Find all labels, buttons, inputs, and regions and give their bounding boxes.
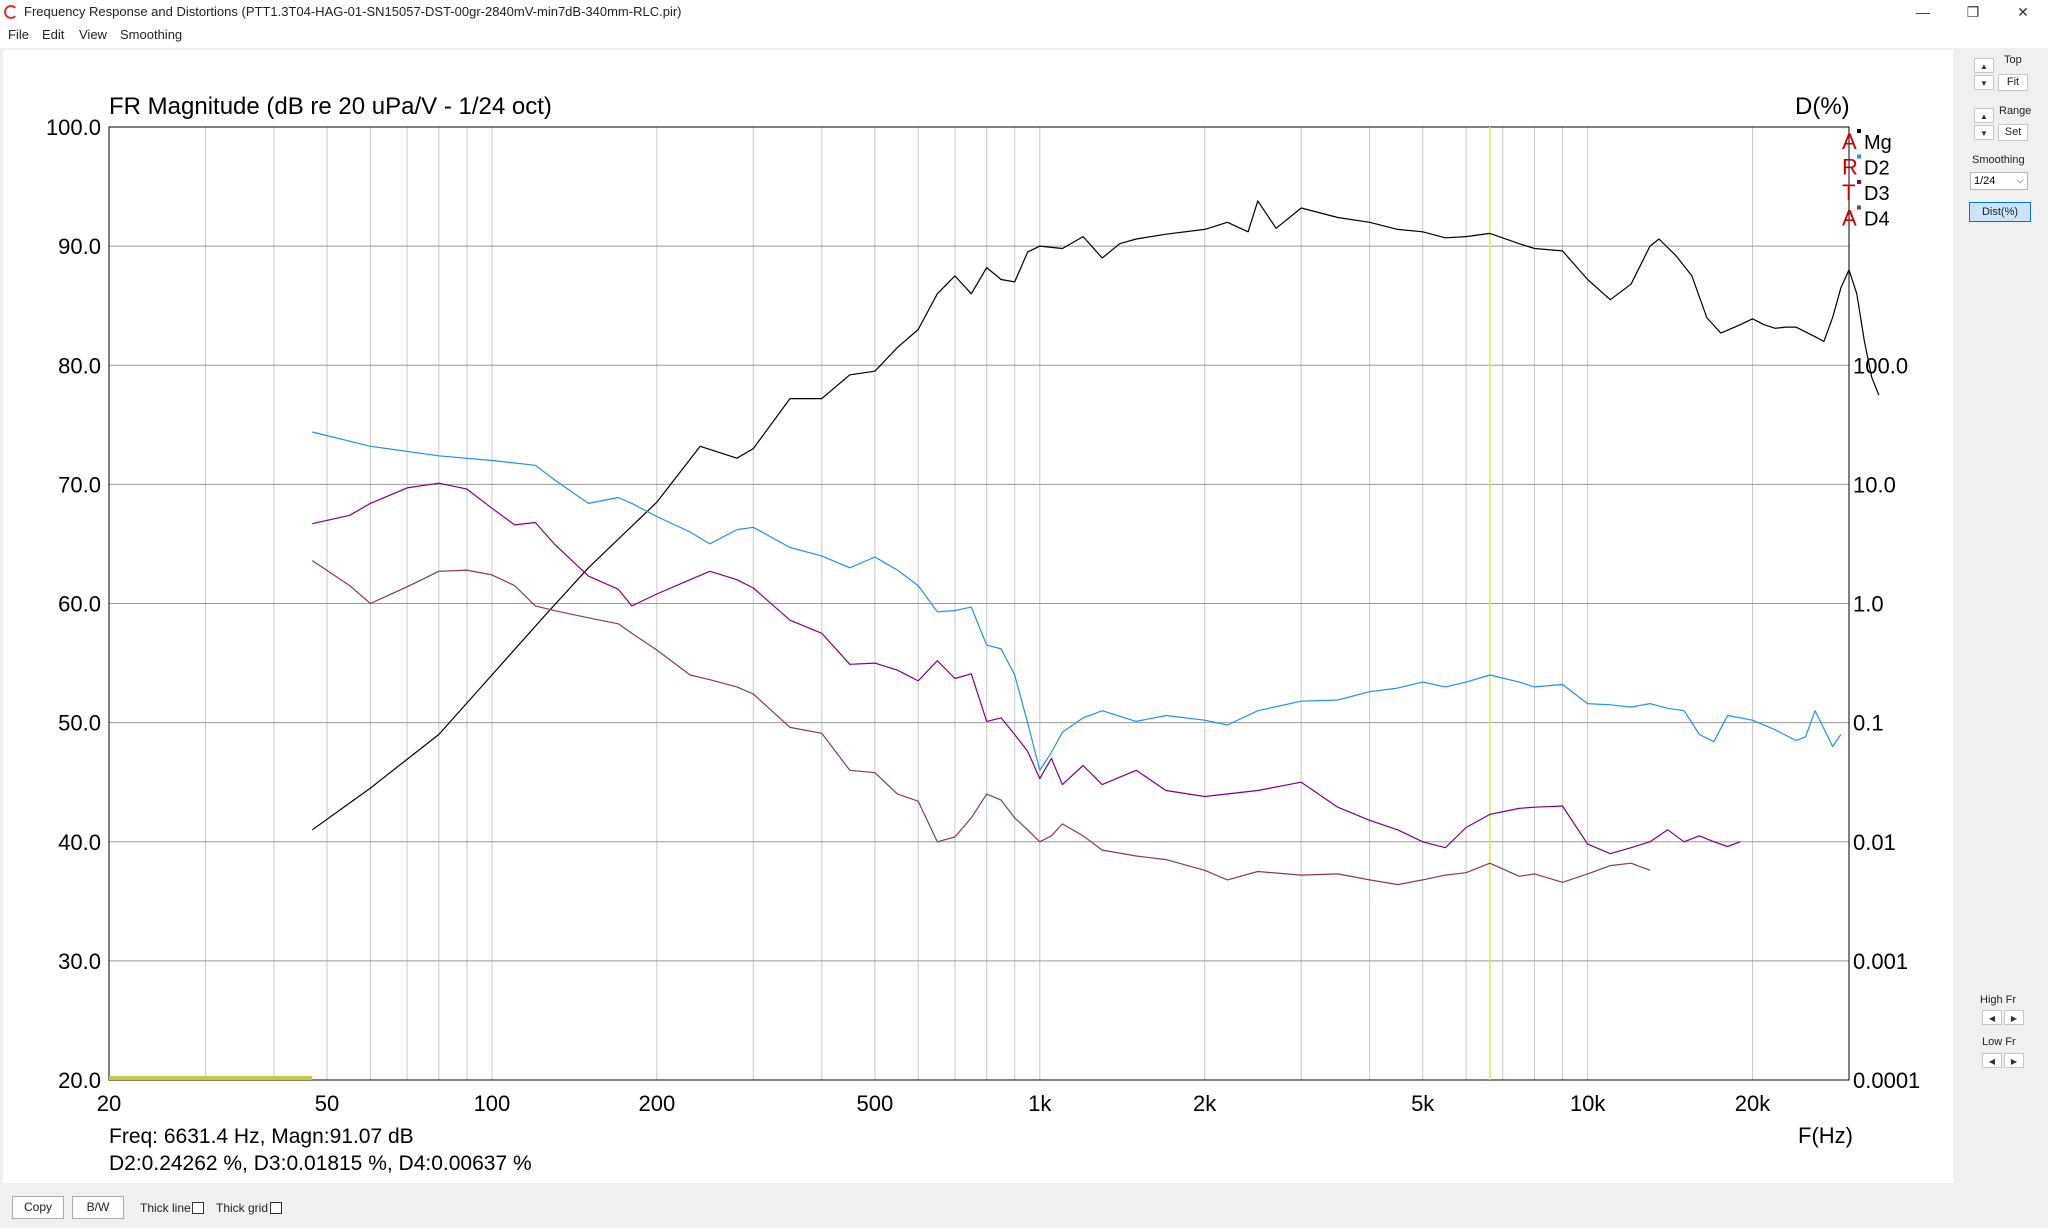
range-label: Range: [1999, 105, 2032, 117]
legend-swatch: [1857, 205, 1861, 210]
smoothing-label: Smoothing: [1972, 154, 2025, 166]
x-tick-label: 1k: [1028, 1091, 1052, 1116]
y-tick-label: 60.0: [58, 592, 101, 617]
legend: A Mg R D2 T D3 A D4: [1842, 129, 1892, 231]
right-tick-label: 0.1: [1853, 711, 1884, 736]
x-axis-label: F(Hz): [1798, 1123, 1853, 1148]
window-title: Frequency Response and Distortions (PTT1…: [24, 4, 682, 19]
chart-title: FR Magnitude (dB re 20 uPa/V - 1/24 oct): [109, 93, 552, 120]
low-fr-left-button[interactable]: ◀: [1982, 1053, 2002, 1068]
x-tick-label: 5k: [1411, 1091, 1435, 1116]
x-tick-label: 100: [474, 1091, 511, 1116]
right-tick-label: 0.01: [1853, 830, 1896, 855]
legend-tag: A: [1842, 129, 1857, 154]
plot-frame: [108, 126, 1850, 1081]
high-fr-label: High Fr: [1980, 994, 2017, 1006]
legend-swatch: [1857, 180, 1861, 184]
menu-view[interactable]: View: [79, 27, 107, 42]
dist-button[interactable]: Dist(%): [1969, 202, 2031, 222]
x-tick-label: 20: [97, 1091, 121, 1116]
frequency-response-chart[interactable]: FR Magnitude (dB re 20 uPa/V - 1/24 oct)…: [3, 50, 1953, 1183]
right-axis-title: D(%): [1795, 93, 1850, 120]
x-tick-label: 50: [315, 1091, 339, 1116]
legend-label: Mg: [1864, 132, 1892, 154]
legend-label: D2: [1864, 158, 1890, 180]
right-tick-label: 1.0: [1853, 592, 1884, 617]
close-button[interactable]: ✕: [2017, 4, 2029, 20]
copy-button[interactable]: Copy: [12, 1196, 64, 1219]
bw-button[interactable]: B/W: [72, 1196, 124, 1219]
series-line-d3: [312, 482, 1741, 855]
menu-file[interactable]: File: [8, 27, 29, 42]
y-tick-label: 100.0: [46, 115, 101, 140]
top-label: Top: [2004, 54, 2022, 66]
menu-edit[interactable]: Edit: [42, 27, 65, 42]
cursor: [109, 127, 1491, 1080]
maximize-button[interactable]: ❐: [1966, 4, 1980, 20]
set-button[interactable]: Set: [1998, 124, 2028, 141]
app-icon: [4, 5, 18, 19]
series-line-d4: [311, 560, 1651, 886]
legend-tag: A: [1842, 206, 1857, 231]
y-tick-label: 20.0: [58, 1068, 101, 1093]
legend-label: D3: [1864, 183, 1890, 205]
legend-label: D4: [1864, 209, 1890, 231]
smoothing-value: 1/24: [1974, 175, 1996, 187]
y-tick-label: 80.0: [58, 353, 101, 378]
x-tick-label: 10k: [1570, 1091, 1606, 1116]
range-down-button[interactable]: ▼: [1974, 125, 1994, 140]
low-fr-right-button[interactable]: ▶: [2004, 1053, 2024, 1068]
thick-line-checkbox[interactable]: [192, 1202, 204, 1214]
top-down-button[interactable]: ▼: [1974, 75, 1994, 90]
legend-swatch: [1857, 129, 1861, 133]
title-bar: Frequency Response and Distortions (PTT1…: [0, 0, 2048, 24]
thick-grid-label: Thick grid: [216, 1201, 269, 1215]
low-fr-label: Low Fr: [1982, 1036, 2016, 1048]
y-tick-label: 40.0: [58, 830, 101, 855]
thick-line-label: Thick line: [140, 1201, 191, 1215]
right-tick-label: 0.0001: [1853, 1068, 1920, 1093]
series-line-d2: [312, 431, 1842, 771]
right-tick-label: 0.001: [1853, 949, 1908, 974]
chevron-down-icon: ⌵: [2016, 175, 2024, 186]
right-tick-label: 100.0: [1853, 353, 1908, 378]
readout-line2: D2:0.24262 %, D3:0.01815 %, D4:0.00637 %: [109, 1152, 532, 1175]
right-tick-label: 10.0: [1853, 472, 1896, 497]
high-fr-left-button[interactable]: ◀: [1982, 1010, 2002, 1025]
axis-ticks: 100.0 90.0 80.0 70.0 60.0 50.0 40.0 30.0 20.0 100…: [46, 115, 1920, 1116]
plot-area[interactable]: FR Magnitude (dB re 20 uPa/V - 1/24 oct)…: [3, 50, 1953, 1183]
x-tick-label: 200: [638, 1091, 675, 1116]
x-tick-label: 2k: [1193, 1091, 1217, 1116]
legend-tag: R: [1842, 155, 1858, 180]
minimize-button[interactable]: —: [1916, 4, 1930, 20]
bottom-bar: [0, 1186, 2048, 1228]
y-tick-label: 30.0: [58, 949, 101, 974]
x-tick-label: 20k: [1735, 1091, 1771, 1116]
side-panel: [1956, 50, 2048, 1183]
series: [311, 200, 1880, 886]
legend-tag: T: [1842, 180, 1855, 205]
grid: [109, 127, 1849, 1080]
menu-smoothing[interactable]: Smoothing: [120, 27, 183, 42]
menu-bar: File Edit View Smoothing: [0, 24, 2048, 48]
range-up-button[interactable]: ▲: [1974, 108, 1994, 123]
series-line-mg: [311, 200, 1880, 831]
fit-button[interactable]: Fit: [1998, 74, 2028, 91]
y-tick-label: 90.0: [58, 234, 101, 259]
y-tick-label: 50.0: [58, 711, 101, 736]
x-tick-label: 500: [856, 1091, 893, 1116]
high-fr-right-button[interactable]: ▶: [2004, 1010, 2024, 1025]
readout-line1: Freq: 6631.4 Hz, Magn:91.07 dB: [109, 1125, 414, 1148]
thick-grid-checkbox[interactable]: [270, 1202, 282, 1214]
y-tick-label: 70.0: [58, 472, 101, 497]
legend-swatch: [1857, 154, 1861, 159]
smoothing-select[interactable]: 1/24 ⌵: [1970, 172, 2028, 190]
top-up-button[interactable]: ▲: [1974, 58, 1994, 73]
